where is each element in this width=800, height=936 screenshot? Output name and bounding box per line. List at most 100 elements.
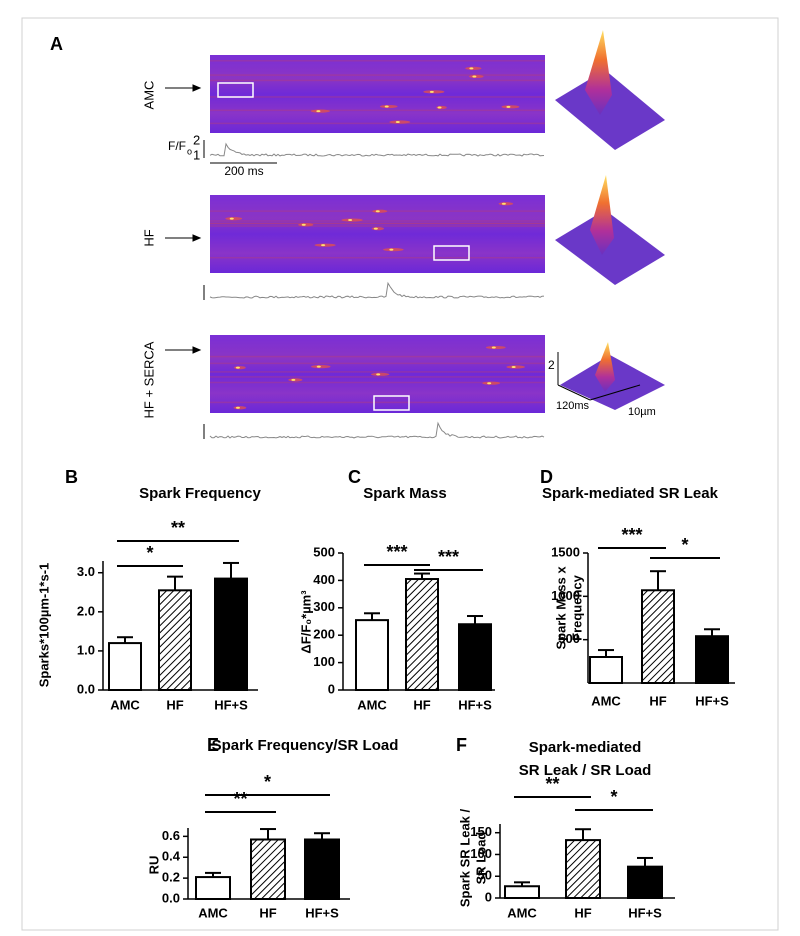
spark-core bbox=[437, 106, 442, 109]
panel-label: D bbox=[540, 467, 553, 487]
spark-core bbox=[487, 382, 492, 385]
heatmap-noise bbox=[210, 60, 545, 410]
x-tick-label: HF+S bbox=[305, 905, 339, 920]
spark-core bbox=[316, 365, 321, 368]
x-tick-label: HF bbox=[259, 905, 276, 920]
y-tick-label: 2.0 bbox=[77, 603, 95, 618]
significance-label: * bbox=[264, 772, 271, 792]
spark-core bbox=[429, 90, 434, 93]
chart-title: Spark Frequency/SR Load bbox=[212, 737, 399, 754]
chart-title: SR Leak / SR Load bbox=[519, 762, 652, 779]
stripe bbox=[210, 355, 545, 358]
y-tick-label: 1500 bbox=[551, 544, 580, 559]
y-tick-label: 50 bbox=[478, 868, 492, 883]
spark-core bbox=[348, 219, 353, 222]
spark-core bbox=[235, 366, 240, 369]
significance-label: * bbox=[681, 535, 688, 555]
y-axis-label: Spark SR Leak / bbox=[457, 808, 472, 907]
chart-title: Spark-mediated bbox=[529, 739, 642, 756]
spark-core bbox=[321, 244, 326, 247]
spark-core bbox=[373, 227, 378, 230]
panel-label: F bbox=[456, 735, 467, 755]
significance-label: *** bbox=[621, 525, 642, 545]
x-tick-label: AMC bbox=[591, 693, 621, 708]
significance-label: *** bbox=[438, 547, 459, 567]
stripe bbox=[210, 96, 545, 98]
scale-label: F/F bbox=[168, 139, 186, 153]
y-axis-label: ΔF/F₀*µm³ bbox=[298, 590, 313, 654]
bar bbox=[355, 619, 389, 692]
spark-core bbox=[376, 373, 381, 376]
chart-title: Spark Mass bbox=[363, 485, 446, 502]
spark-core bbox=[511, 365, 516, 368]
spark-core bbox=[235, 406, 240, 409]
y-tick-label: 0.6 bbox=[162, 828, 180, 843]
stripe bbox=[210, 222, 545, 225]
significance-label: * bbox=[610, 787, 617, 807]
bar bbox=[641, 589, 675, 684]
y-axis-label: RU bbox=[146, 856, 161, 875]
row-label: HF bbox=[141, 229, 156, 246]
selection-box bbox=[433, 245, 470, 261]
y-tick-label: 0.2 bbox=[162, 870, 180, 885]
x-tick-label: HF bbox=[413, 697, 430, 712]
significance-label: * bbox=[146, 543, 153, 563]
bar bbox=[108, 642, 142, 691]
bar bbox=[158, 589, 192, 691]
trace bbox=[209, 421, 545, 439]
y-tick-label: 0.4 bbox=[162, 849, 181, 864]
bar bbox=[627, 865, 663, 899]
y-tick-label: 1.0 bbox=[77, 642, 95, 657]
y-axis-label: Sparks*100µm-1*s-1 bbox=[36, 563, 51, 688]
stripe bbox=[210, 222, 545, 225]
stripe bbox=[210, 220, 545, 222]
spark-core bbox=[395, 121, 400, 124]
stripe bbox=[210, 122, 545, 125]
x-tick-label: HF+S bbox=[628, 905, 662, 920]
y-axis-label: Frequency bbox=[569, 574, 584, 641]
row-label: HF + SERCA bbox=[141, 341, 156, 418]
spark-core bbox=[389, 248, 394, 251]
stripe bbox=[210, 79, 545, 82]
y-tick-label: 0 bbox=[485, 889, 492, 904]
y-axis-label: Spark Mass x bbox=[553, 566, 568, 650]
scale-label: 2 bbox=[193, 132, 200, 147]
spark-core bbox=[472, 75, 477, 78]
x-tick-label: AMC bbox=[507, 905, 537, 920]
stripe bbox=[210, 371, 545, 373]
heatmap bbox=[210, 55, 545, 133]
x-tick-label: HF bbox=[166, 697, 183, 712]
bar bbox=[405, 578, 439, 692]
spark-core bbox=[469, 67, 474, 70]
panel-label: E bbox=[207, 735, 219, 755]
scale-label: 1 bbox=[193, 147, 200, 162]
surface-axis bbox=[557, 384, 591, 401]
spark-core bbox=[229, 217, 234, 220]
stripe bbox=[210, 376, 545, 378]
y-tick-label: 0.0 bbox=[162, 890, 180, 905]
stripe bbox=[210, 109, 545, 112]
traces bbox=[209, 142, 545, 439]
stripe bbox=[210, 60, 545, 62]
chart-title: Spark Frequency bbox=[139, 485, 261, 502]
surface-label: 2 bbox=[548, 358, 555, 372]
scale-label: o bbox=[187, 146, 192, 156]
significance-label: ** bbox=[233, 789, 247, 809]
selection-box bbox=[217, 82, 254, 98]
stripe bbox=[210, 225, 545, 227]
y-tick-label: 100 bbox=[470, 846, 492, 861]
surface-label: 120ms bbox=[556, 400, 590, 412]
stripe bbox=[210, 381, 545, 384]
bar bbox=[565, 839, 601, 900]
surface-label: 10µm bbox=[628, 406, 656, 418]
x-tick-label: AMC bbox=[110, 697, 140, 712]
y-tick-label: 500 bbox=[558, 631, 580, 646]
x-tick-label: HF bbox=[649, 693, 666, 708]
y-tick-label: 1000 bbox=[551, 588, 580, 603]
y-tick-label: 200 bbox=[313, 627, 335, 642]
spark-core bbox=[301, 223, 306, 226]
panel-label: A bbox=[50, 34, 63, 54]
arrows bbox=[165, 84, 202, 354]
bar bbox=[589, 656, 623, 684]
